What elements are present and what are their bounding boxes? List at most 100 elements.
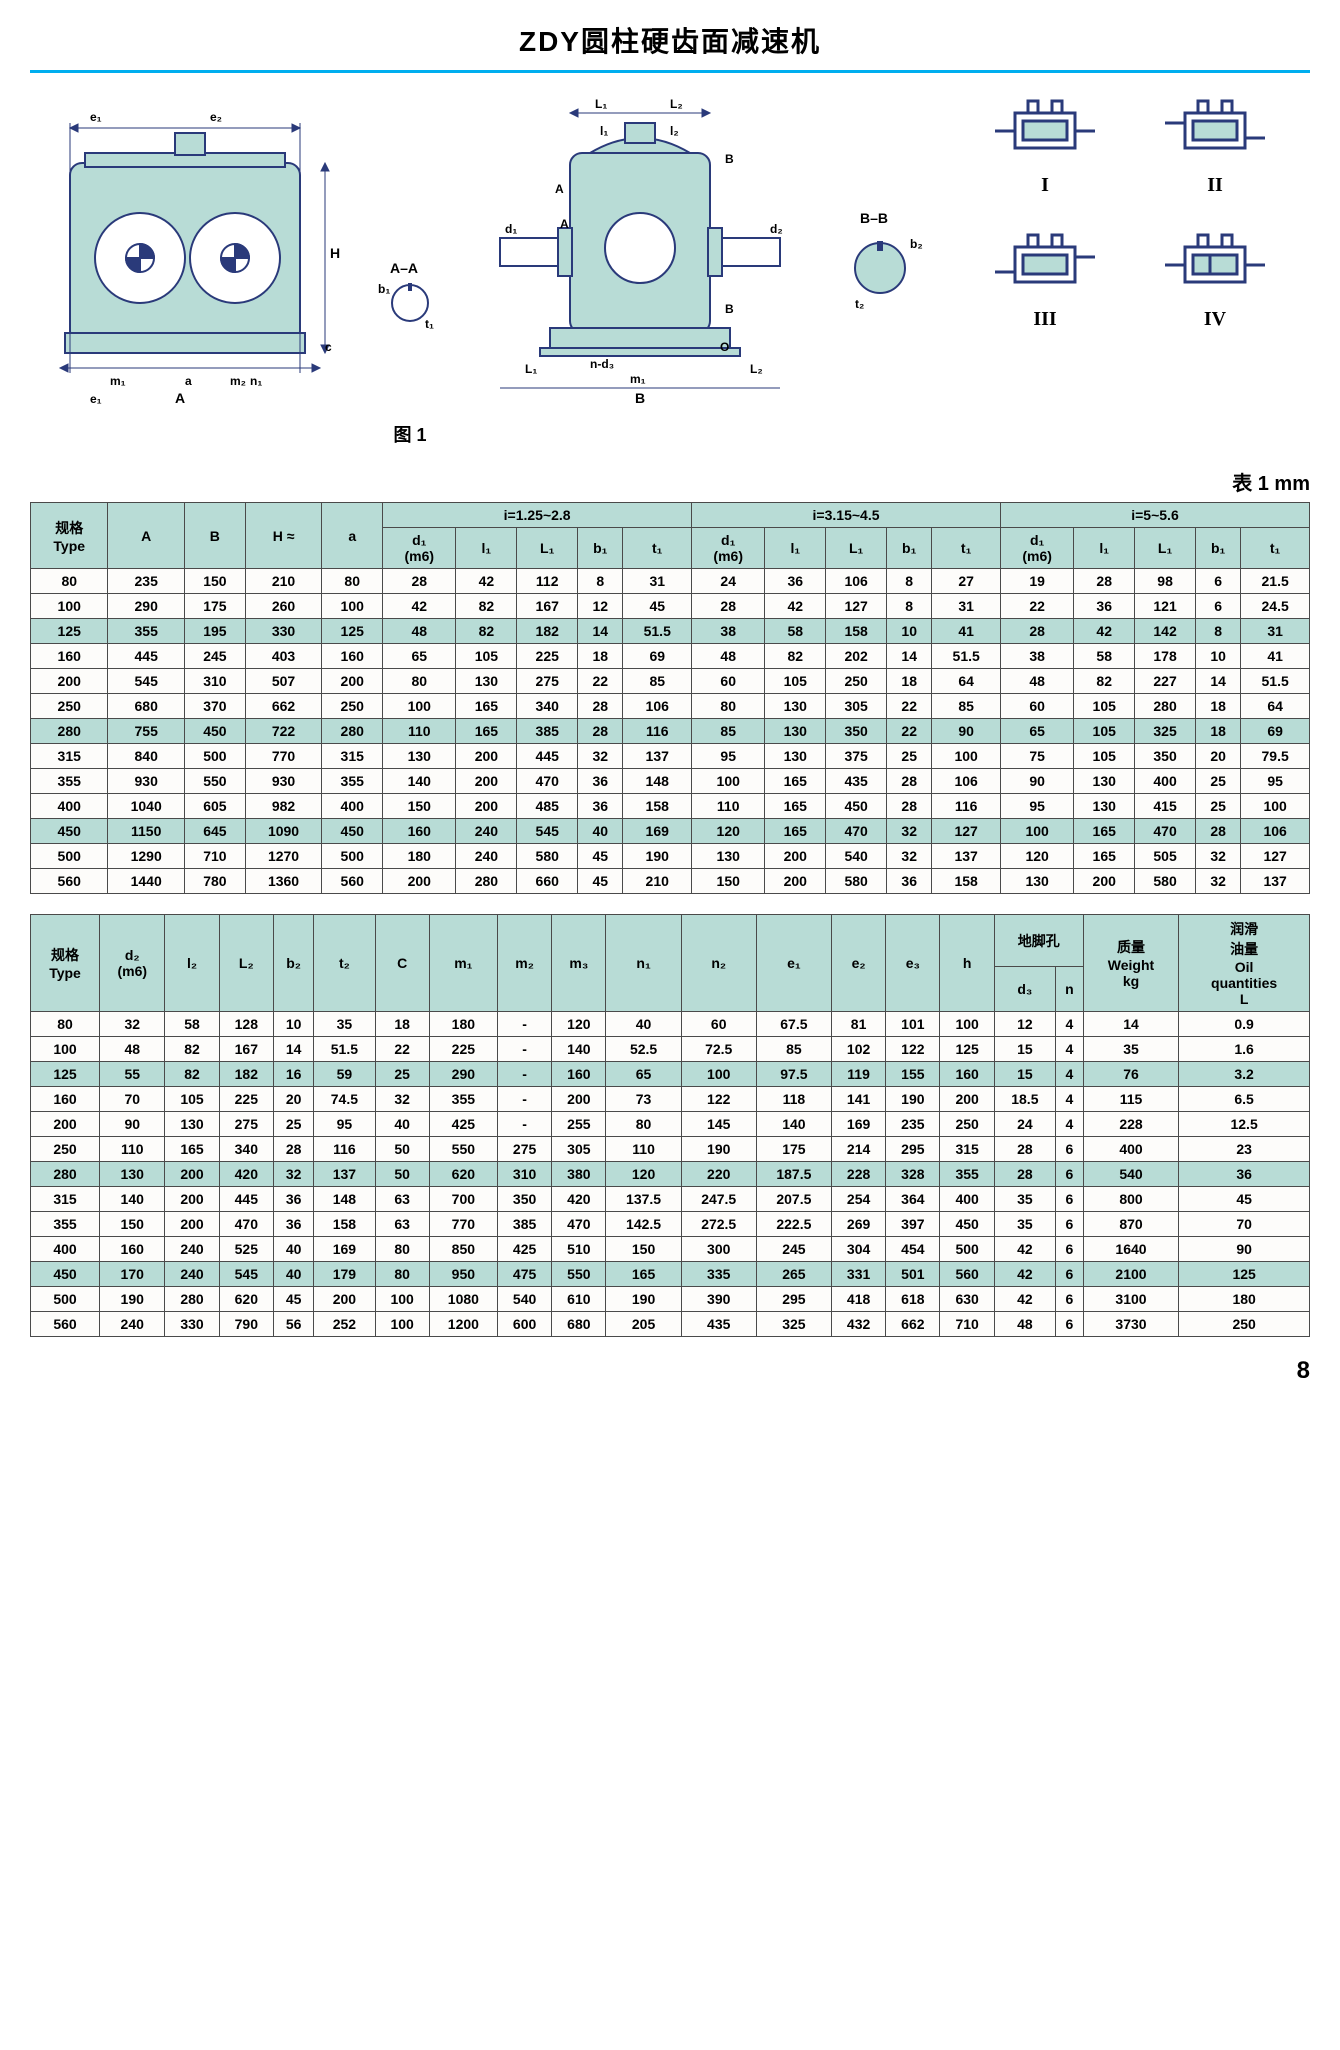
cell: 100 (1241, 794, 1310, 819)
cell: 22 (887, 719, 932, 744)
cell: 165 (606, 1262, 681, 1287)
cell: 80 (692, 694, 765, 719)
cell: 40 (273, 1262, 313, 1287)
cell: 150 (606, 1237, 681, 1262)
cell: 182 (219, 1062, 273, 1087)
cell: 18 (578, 644, 623, 669)
cell: 28 (273, 1137, 313, 1162)
col-3: H ≈ (245, 503, 321, 569)
mount-label-3: III (990, 308, 1100, 331)
cell: 137 (1241, 869, 1310, 894)
cell: 250 (940, 1112, 994, 1137)
cell: 400 (31, 1237, 100, 1262)
cell: 8 (887, 569, 932, 594)
cell: 295 (756, 1287, 831, 1312)
cell: 165 (165, 1137, 219, 1162)
col-4: a (322, 503, 383, 569)
cell: 63 (375, 1187, 429, 1212)
cell: 167 (517, 594, 578, 619)
cell: 435 (826, 769, 887, 794)
cell: 3100 (1083, 1287, 1178, 1312)
table-row: 5001290710127050018024058045190130200540… (31, 844, 1310, 869)
cell: 85 (623, 669, 692, 694)
cell: 222.5 (756, 1212, 831, 1237)
cell: 1640 (1083, 1237, 1178, 1262)
col2-14: e₃ (886, 915, 940, 1012)
cell: 1440 (108, 869, 184, 894)
cell: 55 (100, 1062, 165, 1087)
diagram-section-aa: A–A b₁ t₁ 图 1 (370, 93, 450, 447)
cell: 550 (184, 769, 245, 794)
cell: 82 (165, 1037, 219, 1062)
cell: 800 (1083, 1187, 1178, 1212)
cell: 14 (273, 1037, 313, 1062)
cell: 560 (322, 869, 383, 894)
col-13: b₁ (887, 528, 932, 569)
cell: 48 (383, 619, 456, 644)
cell: 1.6 (1179, 1037, 1310, 1062)
cell: 295 (886, 1137, 940, 1162)
cell: 79.5 (1241, 744, 1310, 769)
cell: 23 (1179, 1137, 1310, 1162)
cell: 500 (31, 1287, 100, 1312)
cell: 545 (219, 1262, 273, 1287)
cell: 110 (100, 1137, 165, 1162)
cell: 8 (887, 594, 932, 619)
col2-5: t₂ (314, 915, 375, 1012)
cell: 60 (692, 669, 765, 694)
cell: 120 (606, 1162, 681, 1187)
cell: 140 (756, 1112, 831, 1137)
cell: 10 (273, 1012, 313, 1037)
cell: 265 (756, 1262, 831, 1287)
cell: 67.5 (756, 1012, 831, 1037)
cell: 200 (552, 1087, 606, 1112)
cell: 50 (375, 1162, 429, 1187)
cell: 645 (184, 819, 245, 844)
cell: 250 (31, 1137, 100, 1162)
table-row: 4001602405254016980850425510150300245304… (31, 1237, 1310, 1262)
cell: 64 (932, 669, 1001, 694)
cell: 540 (1083, 1162, 1178, 1187)
cell: 350 (826, 719, 887, 744)
cell: 755 (108, 719, 184, 744)
cell: 200 (940, 1087, 994, 1112)
table-row: 3559305509303551402004703614810016543528… (31, 769, 1310, 794)
cell: 260 (245, 594, 321, 619)
cell: 227 (1135, 669, 1196, 694)
cell: 120 (1000, 844, 1073, 869)
cell: 165 (765, 819, 826, 844)
cell: 120 (692, 819, 765, 844)
table-row: 16044524540316065105225186948822021451.5… (31, 644, 1310, 669)
cell: 42 (994, 1287, 1055, 1312)
cell: 25 (273, 1112, 313, 1137)
cell: 82 (456, 619, 517, 644)
cell: 403 (245, 644, 321, 669)
cell: 137 (932, 844, 1001, 869)
cell: 32 (375, 1087, 429, 1112)
cell: 300 (681, 1237, 756, 1262)
svg-text:L₁: L₁ (525, 362, 537, 376)
cell: - (497, 1112, 551, 1137)
group-0: i=1.25~2.8 (383, 503, 692, 528)
cell: 1090 (245, 819, 321, 844)
cell: 160 (31, 644, 108, 669)
cell: 58 (1074, 644, 1135, 669)
cell: 355 (429, 1087, 497, 1112)
cell: 550 (429, 1137, 497, 1162)
cell: 1080 (429, 1287, 497, 1312)
col2-4: b₂ (273, 915, 313, 1012)
cell: 200 (1074, 869, 1135, 894)
cell: 48 (1000, 669, 1073, 694)
figure-label: 图 1 (393, 421, 426, 447)
cell: 187.5 (756, 1162, 831, 1187)
cell: 14 (1083, 1012, 1178, 1037)
cell: 80 (606, 1112, 681, 1137)
cell: 0.9 (1179, 1012, 1310, 1037)
cell: 507 (245, 669, 321, 694)
cell: 51.5 (314, 1037, 375, 1062)
cell: 245 (184, 644, 245, 669)
col2-8: m₂ (497, 915, 551, 1012)
cell: 235 (108, 569, 184, 594)
cell: 31 (932, 594, 1001, 619)
col-16: l₁ (1074, 528, 1135, 569)
